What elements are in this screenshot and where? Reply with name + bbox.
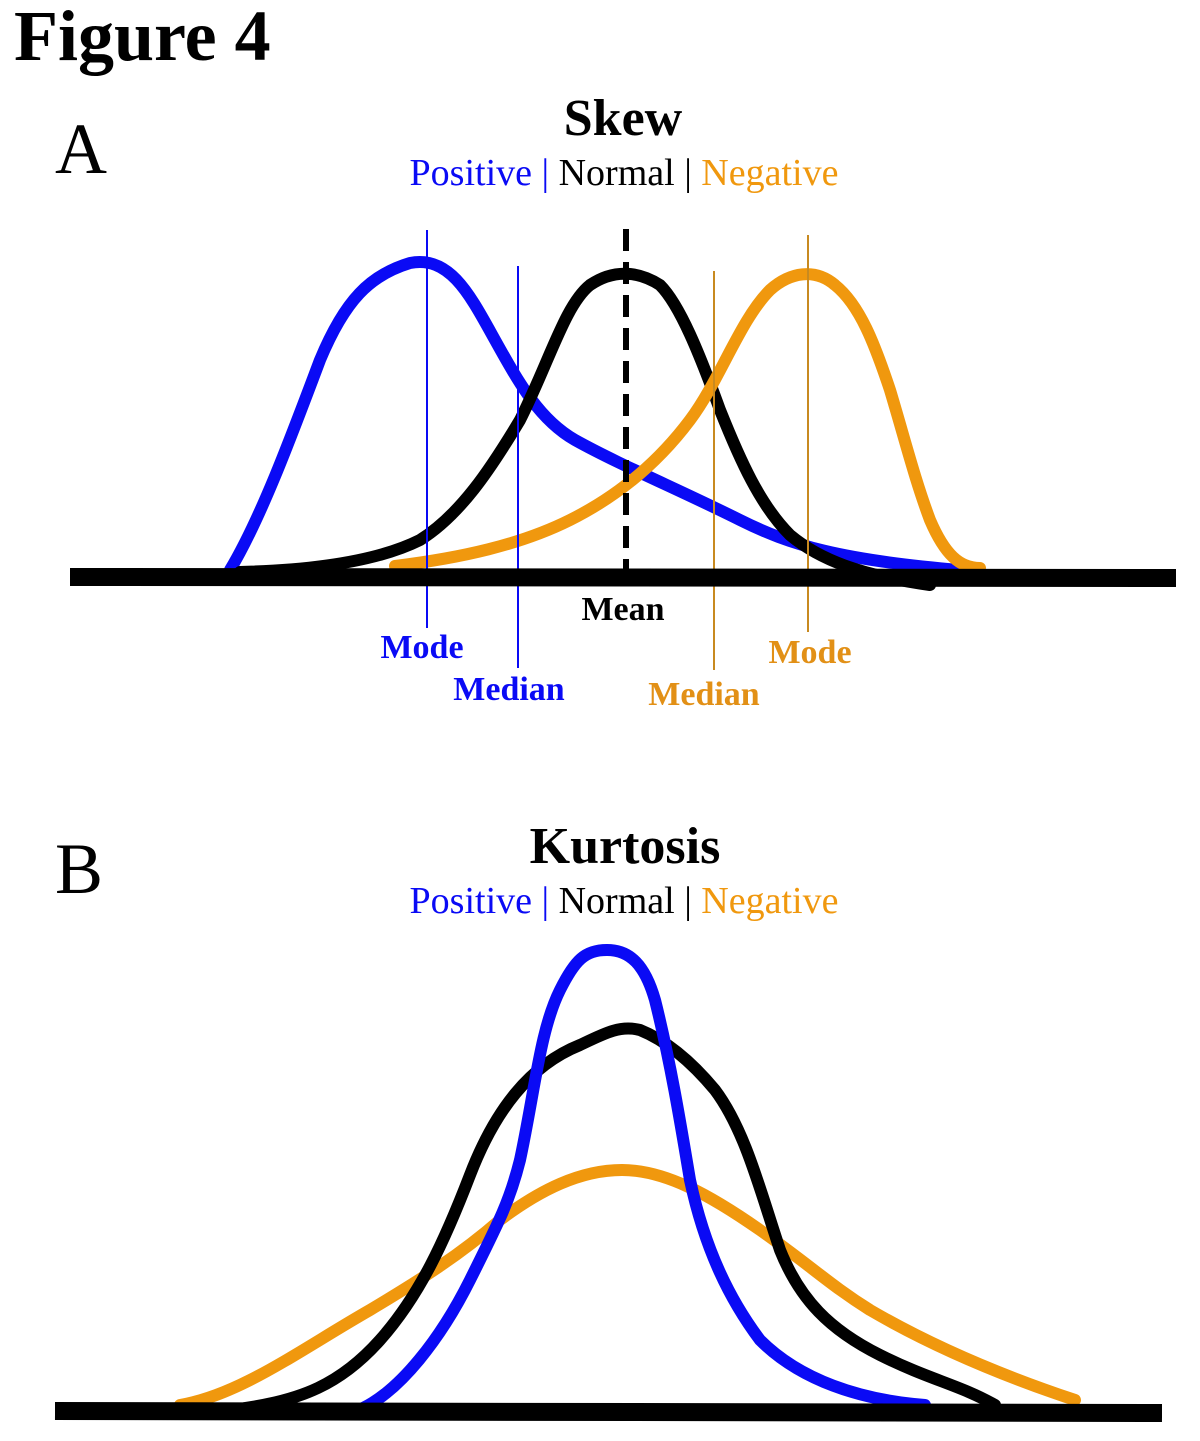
mean-label: Mean [581, 591, 664, 628]
figure-title: Figure 4 [14, 0, 271, 76]
negative-kurtosis-curve [174, 1164, 1081, 1411]
legend-normal: Normal [559, 880, 675, 922]
legend-space [549, 152, 559, 194]
positive-mode-label: Mode [380, 629, 463, 666]
positive-kurtosis-curve [357, 944, 931, 1414]
legend-separator-1-bar: | [542, 152, 550, 194]
negative-mode-label: Mode [768, 634, 851, 671]
panel-b-kurtosis: B Kurtosis Positive | Normal | Negative [54, 818, 1163, 1422]
panel-a-skew: A Skew Positive | Normal | Negative Mean… [55, 90, 1177, 713]
negative-skew-curve [389, 268, 986, 574]
panel-a-letter: A [55, 109, 107, 189]
legend-space-3 [692, 880, 702, 922]
panel-a-legend: Positive | Normal | Negative [410, 152, 839, 194]
legend-separator-1 [532, 152, 542, 194]
normal-curve-b [239, 1022, 1001, 1414]
legend-negative: Negative [701, 880, 838, 922]
legend-space [549, 880, 559, 922]
panel-b-baseline [54, 1402, 1163, 1422]
legend-separator-2: | [684, 880, 692, 922]
legend-separator-2: | [684, 152, 692, 194]
legend-positive: Positive [410, 152, 532, 194]
positive-skew-curve [224, 256, 966, 576]
legend-negative: Negative [701, 152, 838, 194]
negative-median-label: Median [648, 676, 760, 713]
legend-space-2 [675, 152, 685, 194]
legend-positive: Positive [410, 880, 532, 922]
panel-b-title: Kurtosis [530, 818, 721, 875]
panel-a-title: Skew [564, 90, 683, 147]
legend-separator-1-bar: | [542, 880, 550, 922]
legend-space-3 [692, 152, 702, 194]
panel-a-baseline [69, 568, 1177, 587]
legend-space-2 [675, 880, 685, 922]
normal-curve-a [234, 267, 936, 591]
panel-b-letter: B [55, 829, 103, 909]
legend-separator-1 [532, 880, 542, 922]
panel-b-legend: Positive | Normal | Negative [410, 880, 839, 922]
legend-normal: Normal [559, 152, 675, 194]
positive-median-label: Median [453, 671, 565, 708]
